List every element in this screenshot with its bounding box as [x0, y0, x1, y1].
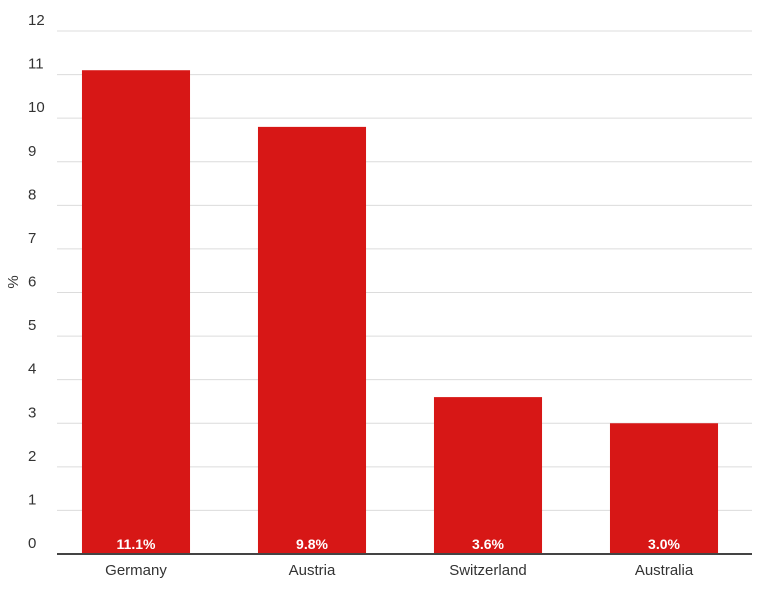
bar: [609, 423, 719, 554]
y-tick-label: 11: [28, 56, 44, 73]
value-label: 9.8%: [296, 536, 328, 552]
y-tick-label: 9: [28, 143, 36, 160]
y-tick-label: 7: [28, 230, 36, 247]
y-tick-label: 3: [28, 404, 36, 421]
y-tick-label: 6: [28, 274, 36, 291]
bar: [257, 126, 367, 554]
y-tick-label: 1: [28, 491, 36, 508]
x-tick-label: Australia: [635, 562, 694, 579]
y-axis-label: %: [5, 275, 22, 288]
x-tick-label: Germany: [105, 562, 167, 579]
value-label: 11.1%: [117, 536, 156, 552]
y-tick-label: 8: [28, 186, 36, 203]
y-tick-label: 0: [28, 535, 36, 552]
value-label: 3.0%: [648, 536, 680, 552]
y-tick-label: 4: [28, 361, 36, 378]
y-tick-label: 2: [28, 448, 36, 465]
value-label: 3.6%: [472, 536, 504, 552]
y-tick-label: 12: [28, 12, 45, 29]
x-tick-label: Austria: [289, 562, 336, 579]
x-tick-label: Switzerland: [449, 562, 527, 579]
bar: [81, 70, 191, 554]
y-tick-label: 10: [28, 99, 45, 116]
y-tick-label: 5: [28, 317, 36, 334]
bar: [433, 397, 543, 554]
